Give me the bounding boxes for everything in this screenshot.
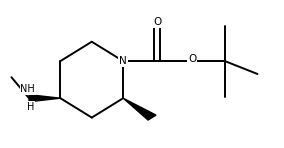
Polygon shape	[123, 98, 156, 120]
Text: H: H	[27, 102, 34, 112]
Text: O: O	[188, 54, 196, 64]
Polygon shape	[29, 95, 60, 102]
Text: O: O	[153, 17, 161, 27]
Text: NH: NH	[20, 84, 35, 94]
Text: N: N	[119, 56, 127, 66]
